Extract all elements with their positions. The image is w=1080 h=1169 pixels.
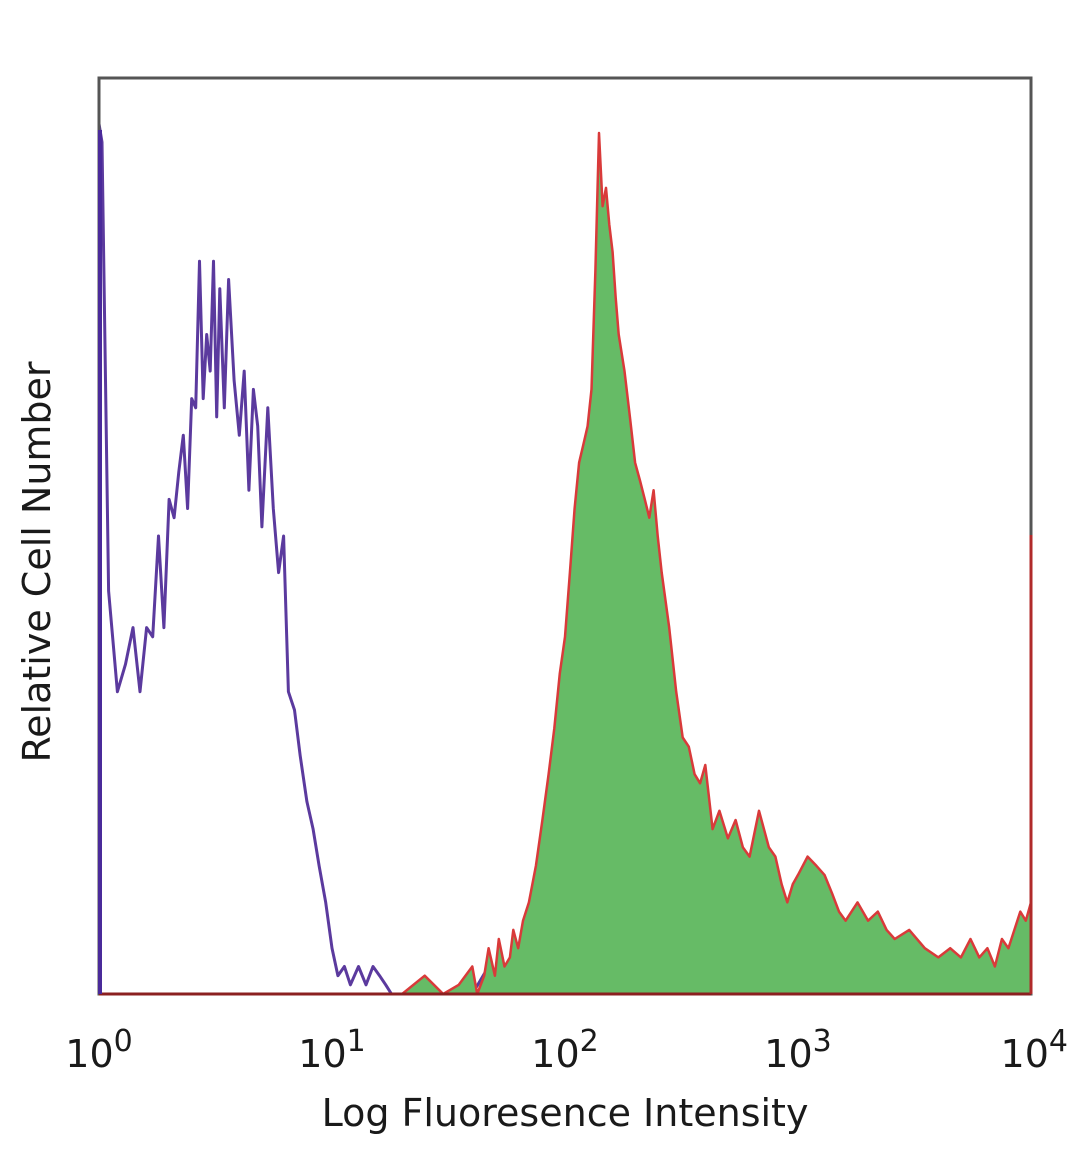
x-tick-base: 10 xyxy=(298,1032,346,1076)
x-tick-exponent: 4 xyxy=(1049,1024,1068,1059)
x-tick-base: 10 xyxy=(531,1032,579,1076)
x-tick-label: 101 xyxy=(298,1024,365,1076)
x-tick-base: 10 xyxy=(65,1032,113,1076)
x-tick-label: 103 xyxy=(764,1024,831,1076)
x-tick-exponent: 1 xyxy=(347,1024,366,1059)
x-tick-label: 104 xyxy=(1001,1024,1068,1076)
x-tick-label: 102 xyxy=(531,1024,598,1076)
x-tick-exponent: 0 xyxy=(114,1024,133,1059)
x-tick-labels: 100 101 102 103 104 xyxy=(65,1024,1068,1076)
series-1-line xyxy=(99,131,1033,996)
x-axis-label: Log Fluoresence Intensity xyxy=(322,1091,809,1135)
x-tick-base: 10 xyxy=(764,1032,812,1076)
series-layer xyxy=(97,123,1033,996)
x-tick-exponent: 2 xyxy=(580,1024,599,1059)
x-tick-exponent: 3 xyxy=(813,1024,832,1059)
x-tick-base: 10 xyxy=(1001,1032,1049,1076)
x-tick-label: 100 xyxy=(65,1024,132,1076)
series-1-area xyxy=(99,133,1031,994)
y-axis-label: Relative Cell Number xyxy=(15,361,59,762)
